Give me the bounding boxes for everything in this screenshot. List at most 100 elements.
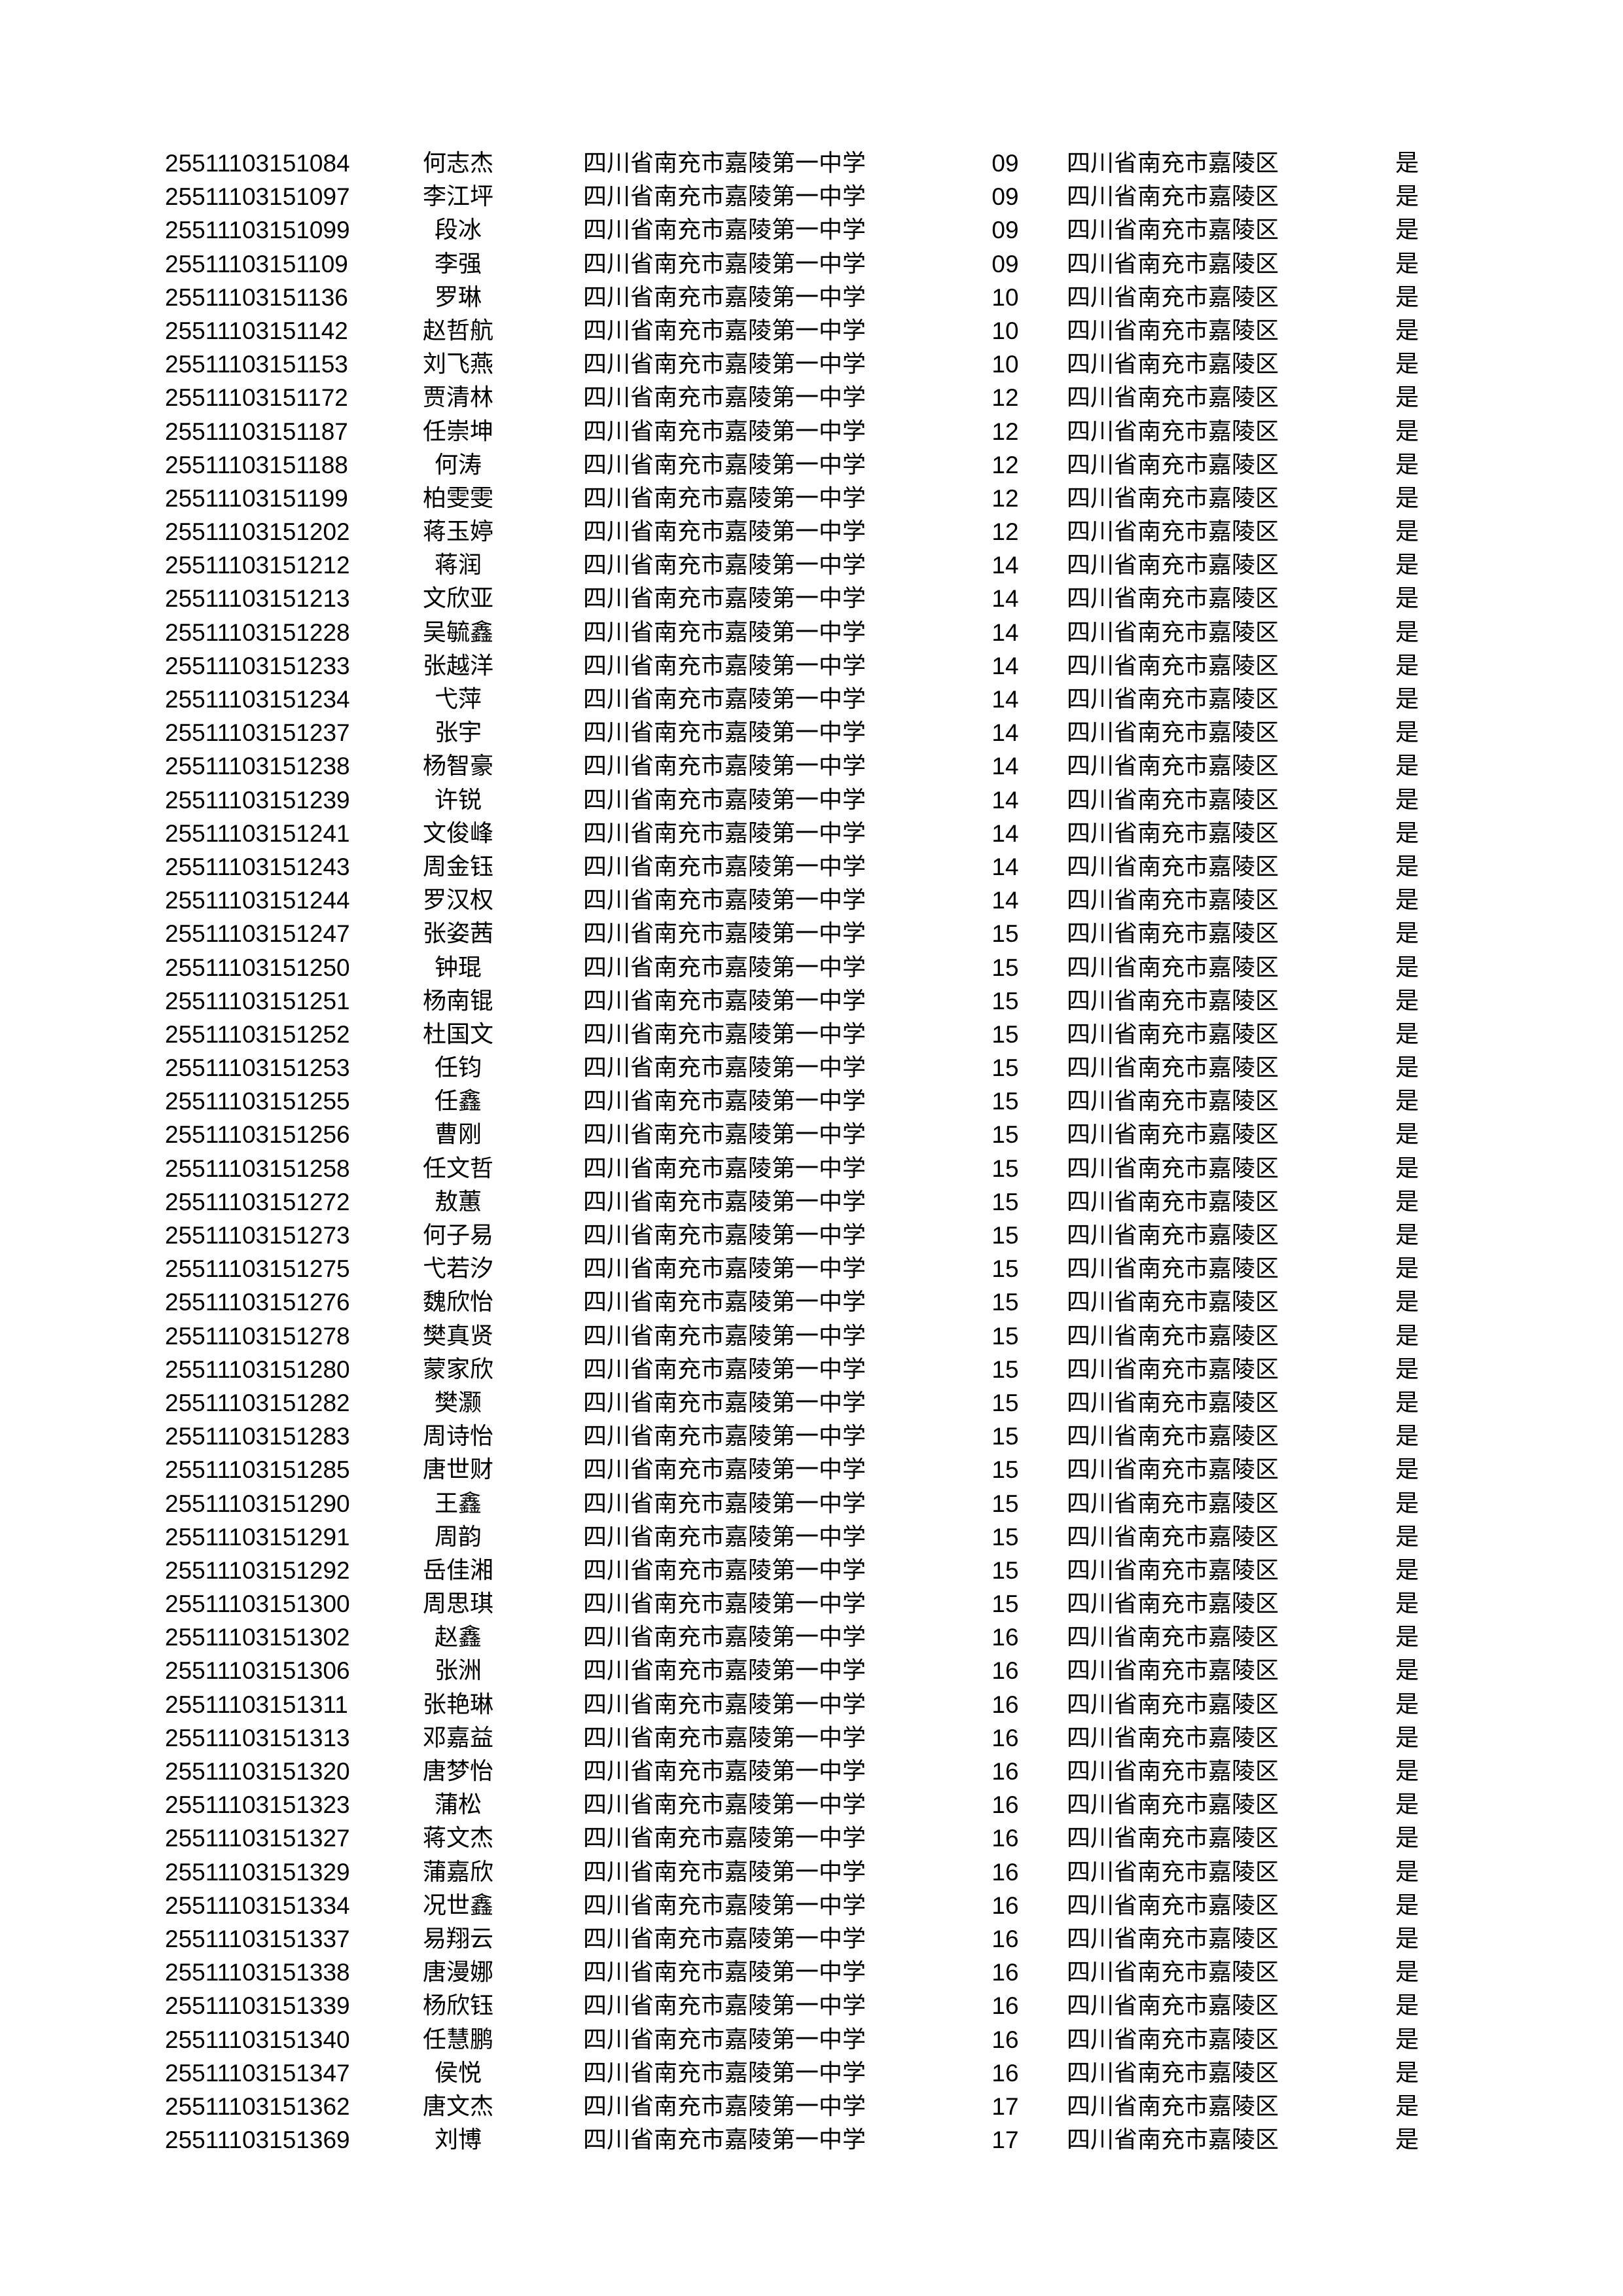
table-row: 25511103151142 赵哲航 四川省南充市嘉陵第一中学 10 四川省南充市嘉陵区… <box>0 314 1623 348</box>
status-flag-cell: 是 <box>1395 418 1419 445</box>
school-cell: 四川省南充市嘉陵第一中学 <box>583 1724 866 1751</box>
school-cell: 四川省南充市嘉陵第一中学 <box>583 2026 866 2053</box>
school-cell: 四川省南充市嘉陵第一中学 <box>583 1054 866 1082</box>
student-name-cell: 蒋玉婷 <box>422 518 493 546</box>
school-cell: 四川省南充市嘉陵第一中学 <box>583 150 866 177</box>
student-name-cell: 何志杰 <box>422 150 493 177</box>
district-cell: 四川省南充市嘉陵区 <box>1067 1188 1279 1215</box>
class-cell: 12 <box>991 418 1019 445</box>
school-cell: 四川省南充市嘉陵第一中学 <box>583 2059 866 2087</box>
student-name-cell: 王鑫 <box>434 1490 482 1517</box>
status-flag-cell: 是 <box>1395 2126 1419 2154</box>
district-cell: 四川省南充市嘉陵区 <box>1067 451 1279 478</box>
district-cell: 四川省南充市嘉陵区 <box>1067 686 1279 713</box>
student-name-cell: 张洲 <box>434 1657 482 1685</box>
school-cell: 四川省南充市嘉陵第一中学 <box>583 1456 866 1484</box>
exam-id-cell: 25511103151292 <box>165 1556 350 1584</box>
class-cell: 16 <box>991 1858 1019 1886</box>
school-cell: 四川省南充市嘉陵第一中学 <box>583 920 866 948</box>
status-flag-cell: 是 <box>1395 317 1419 344</box>
exam-id-cell: 25511103151275 <box>165 1255 350 1283</box>
student-name-cell: 杜国文 <box>422 1020 493 1048</box>
table-row: 25511103151109 李强 四川省南充市嘉陵第一中学 09 四川省南充市嘉陵区 是 <box>0 247 1623 281</box>
student-name-cell: 张宇 <box>434 719 482 747</box>
status-flag-cell: 是 <box>1395 1020 1419 1048</box>
class-cell: 16 <box>991 1758 1019 1785</box>
exam-id-cell: 25511103151233 <box>165 652 350 679</box>
class-cell: 15 <box>991 987 1019 1014</box>
district-cell: 四川省南充市嘉陵区 <box>1067 1222 1279 1249</box>
exam-id-cell: 25511103151202 <box>165 518 350 546</box>
status-flag-cell: 是 <box>1395 1523 1419 1551</box>
school-cell: 四川省南充市嘉陵第一中学 <box>583 853 866 880</box>
status-flag-cell: 是 <box>1395 1624 1419 1651</box>
table-row: 25511103151302 赵鑫 四川省南充市嘉陵第一中学 16 四川省南充市嘉陵区 是 <box>0 1621 1623 1654</box>
class-cell: 16 <box>991 1624 1019 1651</box>
exam-id-cell: 25511103151300 <box>165 1590 350 1618</box>
district-cell: 四川省南充市嘉陵区 <box>1067 317 1279 344</box>
table-row: 25511103151250 钟琨 四川省南充市嘉陵第一中学 15 四川省南充市嘉陵区 是 <box>0 951 1623 984</box>
status-flag-cell: 是 <box>1395 1423 1419 1450</box>
district-cell: 四川省南充市嘉陵区 <box>1067 920 1279 948</box>
status-flag-cell: 是 <box>1395 1959 1419 1986</box>
table-row: 25511103151347 侯悦 四川省南充市嘉陵第一中学 16 四川省南充市嘉陵区 是 <box>0 2056 1623 2090</box>
district-cell: 四川省南充市嘉陵区 <box>1067 1892 1279 1919</box>
exam-id-cell: 25511103151213 <box>165 585 350 613</box>
status-flag-cell: 是 <box>1395 484 1419 512</box>
exam-id-cell: 25511103151340 <box>165 2026 350 2053</box>
class-cell: 15 <box>991 1054 1019 1082</box>
table-row: 25511103151369 刘博 四川省南充市嘉陵第一中学 17 四川省南充市嘉陵区 是 <box>0 2123 1623 2157</box>
district-cell: 四川省南充市嘉陵区 <box>1067 351 1279 378</box>
district-cell: 四川省南充市嘉陵区 <box>1067 2026 1279 2053</box>
exam-id-cell: 25511103151097 <box>165 183 350 211</box>
district-cell: 四川省南充市嘉陵区 <box>1067 1657 1279 1685</box>
table-row: 25511103151362 唐文杰 四川省南充市嘉陵第一中学 17 四川省南充市嘉陵区… <box>0 2090 1623 2123</box>
class-cell: 12 <box>991 484 1019 512</box>
school-cell: 四川省南充市嘉陵第一中学 <box>583 1925 866 1952</box>
school-cell: 四川省南充市嘉陵第一中学 <box>583 1691 866 1718</box>
class-cell: 15 <box>991 1088 1019 1115</box>
student-name-cell: 易翔云 <box>422 1925 493 1952</box>
table-row: 25511103151290 王鑫 四川省南充市嘉陵第一中学 15 四川省南充市嘉陵区 是 <box>0 1487 1623 1520</box>
district-cell: 四川省南充市嘉陵区 <box>1067 552 1279 579</box>
student-name-cell: 蒙家欣 <box>422 1355 493 1383</box>
school-cell: 四川省南充市嘉陵第一中学 <box>583 1255 866 1283</box>
class-cell: 15 <box>991 1456 1019 1484</box>
table-row: 25511103151153 刘飞燕 四川省南充市嘉陵第一中学 10 四川省南充市嘉陵区… <box>0 348 1623 381</box>
status-flag-cell: 是 <box>1395 384 1419 412</box>
student-name-cell: 段冰 <box>434 217 482 244</box>
student-name-cell: 吴毓鑫 <box>422 619 493 646</box>
class-cell: 17 <box>991 2092 1019 2120</box>
status-flag-cell: 是 <box>1395 1389 1419 1416</box>
exam-id-cell: 25511103151153 <box>165 351 348 378</box>
school-cell: 四川省南充市嘉陵第一中学 <box>583 1858 866 1886</box>
status-flag-cell: 是 <box>1395 954 1419 981</box>
status-flag-cell: 是 <box>1395 2026 1419 2053</box>
student-name-cell: 蒋润 <box>434 552 482 579</box>
school-cell: 四川省南充市嘉陵第一中学 <box>583 1121 866 1149</box>
class-cell: 09 <box>991 183 1019 211</box>
exam-id-cell: 25511103151258 <box>165 1155 350 1182</box>
school-cell: 四川省南充市嘉陵第一中学 <box>583 1188 866 1215</box>
status-flag-cell: 是 <box>1395 786 1419 814</box>
class-cell: 15 <box>991 1255 1019 1283</box>
school-cell: 四川省南充市嘉陵第一中学 <box>583 1322 866 1350</box>
exam-id-cell: 25511103151241 <box>165 819 350 847</box>
school-cell: 四川省南充市嘉陵第一中学 <box>583 1791 866 1819</box>
status-flag-cell: 是 <box>1395 753 1419 780</box>
school-cell: 四川省南充市嘉陵第一中学 <box>583 1423 866 1450</box>
table-row: 25511103151300 周思琪 四川省南充市嘉陵第一中学 15 四川省南充市嘉陵区… <box>0 1587 1623 1621</box>
table-row: 25511103151320 唐梦怡 四川省南充市嘉陵第一中学 16 四川省南充市嘉陵区… <box>0 1755 1623 1788</box>
student-name-cell: 周韵 <box>434 1523 482 1551</box>
district-cell: 四川省南充市嘉陵区 <box>1067 1691 1279 1718</box>
district-cell: 四川省南充市嘉陵区 <box>1067 1791 1279 1819</box>
table-row: 25511103151306 张洲 四川省南充市嘉陵第一中学 16 四川省南充市嘉陵区 是 <box>0 1654 1623 1687</box>
status-flag-cell: 是 <box>1395 1892 1419 1919</box>
status-flag-cell: 是 <box>1395 1222 1419 1249</box>
status-flag-cell: 是 <box>1395 686 1419 713</box>
table-row: 25511103151188 何涛 四川省南充市嘉陵第一中学 12 四川省南充市嘉陵区 是 <box>0 448 1623 482</box>
exam-id-cell: 25511103151290 <box>165 1490 350 1517</box>
district-cell: 四川省南充市嘉陵区 <box>1067 2092 1279 2120</box>
exam-id-cell: 25511103151362 <box>165 2092 350 2120</box>
table-row: 25511103151172 贾清林 四川省南充市嘉陵第一中学 12 四川省南充市嘉陵区… <box>0 381 1623 414</box>
